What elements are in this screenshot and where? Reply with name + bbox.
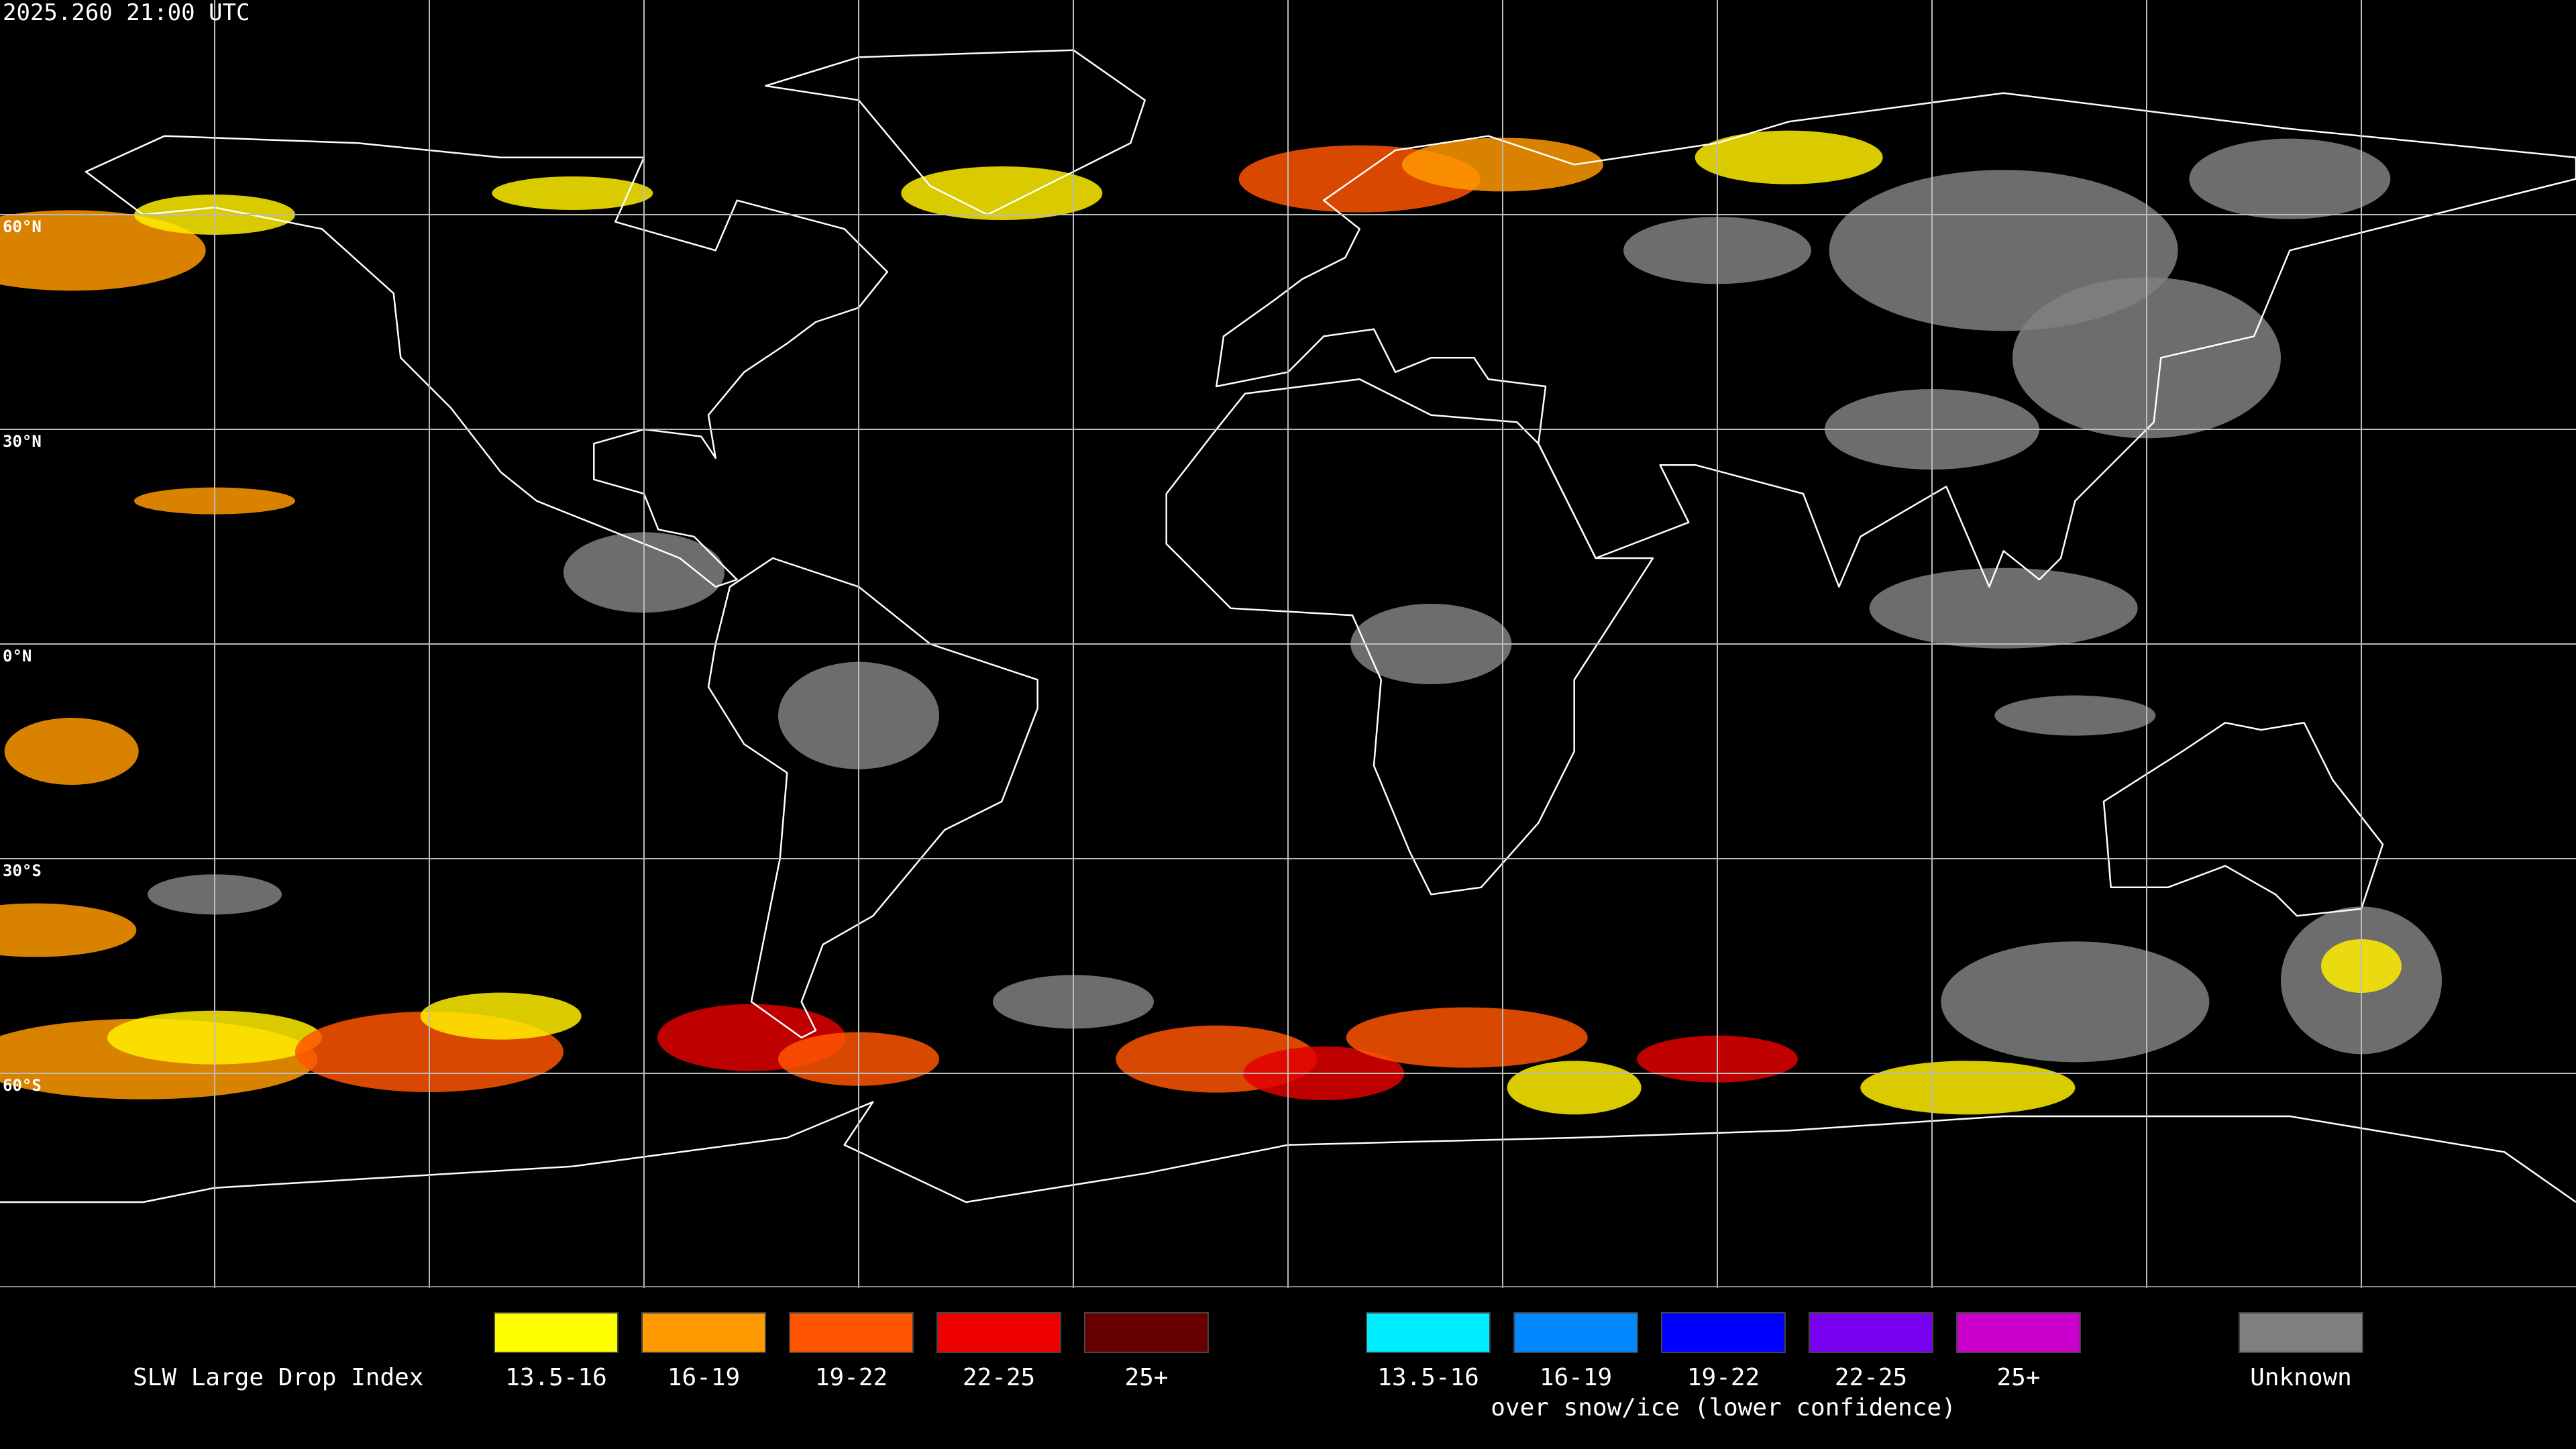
- cloud-patch: [1507, 1061, 1642, 1115]
- legend-swatch: [494, 1312, 619, 1353]
- legend-label: Unknown: [2250, 1364, 2352, 1391]
- legend-swatch: [1809, 1312, 1933, 1353]
- legend-label: 16-19: [667, 1364, 740, 1391]
- latitude-label: 30°N: [3, 432, 42, 451]
- legend-label: 19-22: [1687, 1364, 1760, 1391]
- legend-swatch: [1084, 1312, 1209, 1353]
- cloud-patch: [4, 718, 139, 785]
- cloud-patch: [2189, 138, 2391, 219]
- legend-label: 13.5-16: [1377, 1364, 1479, 1391]
- cloud-field: [0, 130, 2442, 1115]
- latitude-label: 60°N: [3, 217, 42, 236]
- legend-swatch: [1956, 1312, 2081, 1353]
- latitude-label: 0°N: [3, 647, 32, 665]
- cloud-patch: [0, 210, 206, 291]
- legend-label: 19-22: [815, 1364, 888, 1391]
- latitude-label: 30°S: [3, 861, 42, 880]
- cloud-patch: [1860, 1061, 2076, 1115]
- legend-label: 25+: [1124, 1364, 1168, 1391]
- coastline: [1165, 378, 1654, 896]
- legend-label: 22-25: [1835, 1364, 1907, 1391]
- cloud-patch: [492, 176, 653, 210]
- legend-label: 22-25: [963, 1364, 1035, 1391]
- legend-swatch: [641, 1312, 766, 1353]
- cloud-patch: [1994, 695, 2156, 736]
- latitude-label: 60°S: [3, 1076, 42, 1095]
- cloud-patch: [1695, 130, 1883, 184]
- legend-label: 16-19: [1540, 1364, 1612, 1391]
- cloud-patch: [901, 166, 1103, 220]
- legend-label: 13.5-16: [505, 1364, 607, 1391]
- legend-swatch: [1513, 1312, 1638, 1353]
- graticule: [0, 0, 2576, 1288]
- legend-swatch: [1661, 1312, 1786, 1353]
- legend: SLW Large Drop Index over snow/ice (lowe…: [133, 1312, 2363, 1421]
- legend-swatch: [936, 1312, 1061, 1353]
- latitude-labels: 60°N 30°N 0°N 30°S 60°S: [3, 217, 42, 1095]
- cloud-patch: [1941, 941, 2210, 1063]
- legend-title: SLW Large Drop Index: [133, 1364, 423, 1391]
- legend-label: 25+: [1996, 1364, 2040, 1391]
- timestamp: 2025.260 21:00 UTC: [3, 0, 250, 26]
- coastline: [85, 135, 888, 588]
- cloud-patch: [420, 992, 582, 1040]
- legend-swatch: [789, 1312, 914, 1353]
- legend-caption: over snow/ice (lower confidence): [1491, 1394, 1956, 1421]
- legend-swatch: [1366, 1312, 1491, 1353]
- coastline: [2102, 722, 2384, 917]
- coastline: [1216, 92, 2576, 588]
- cloud-patch: [1346, 1007, 1588, 1068]
- cloud-patch: [1869, 568, 2138, 649]
- cloud-patch: [0, 903, 137, 957]
- coastline: [765, 49, 1146, 216]
- legend-swatch: [2239, 1312, 2363, 1353]
- coastline: [707, 557, 1038, 1038]
